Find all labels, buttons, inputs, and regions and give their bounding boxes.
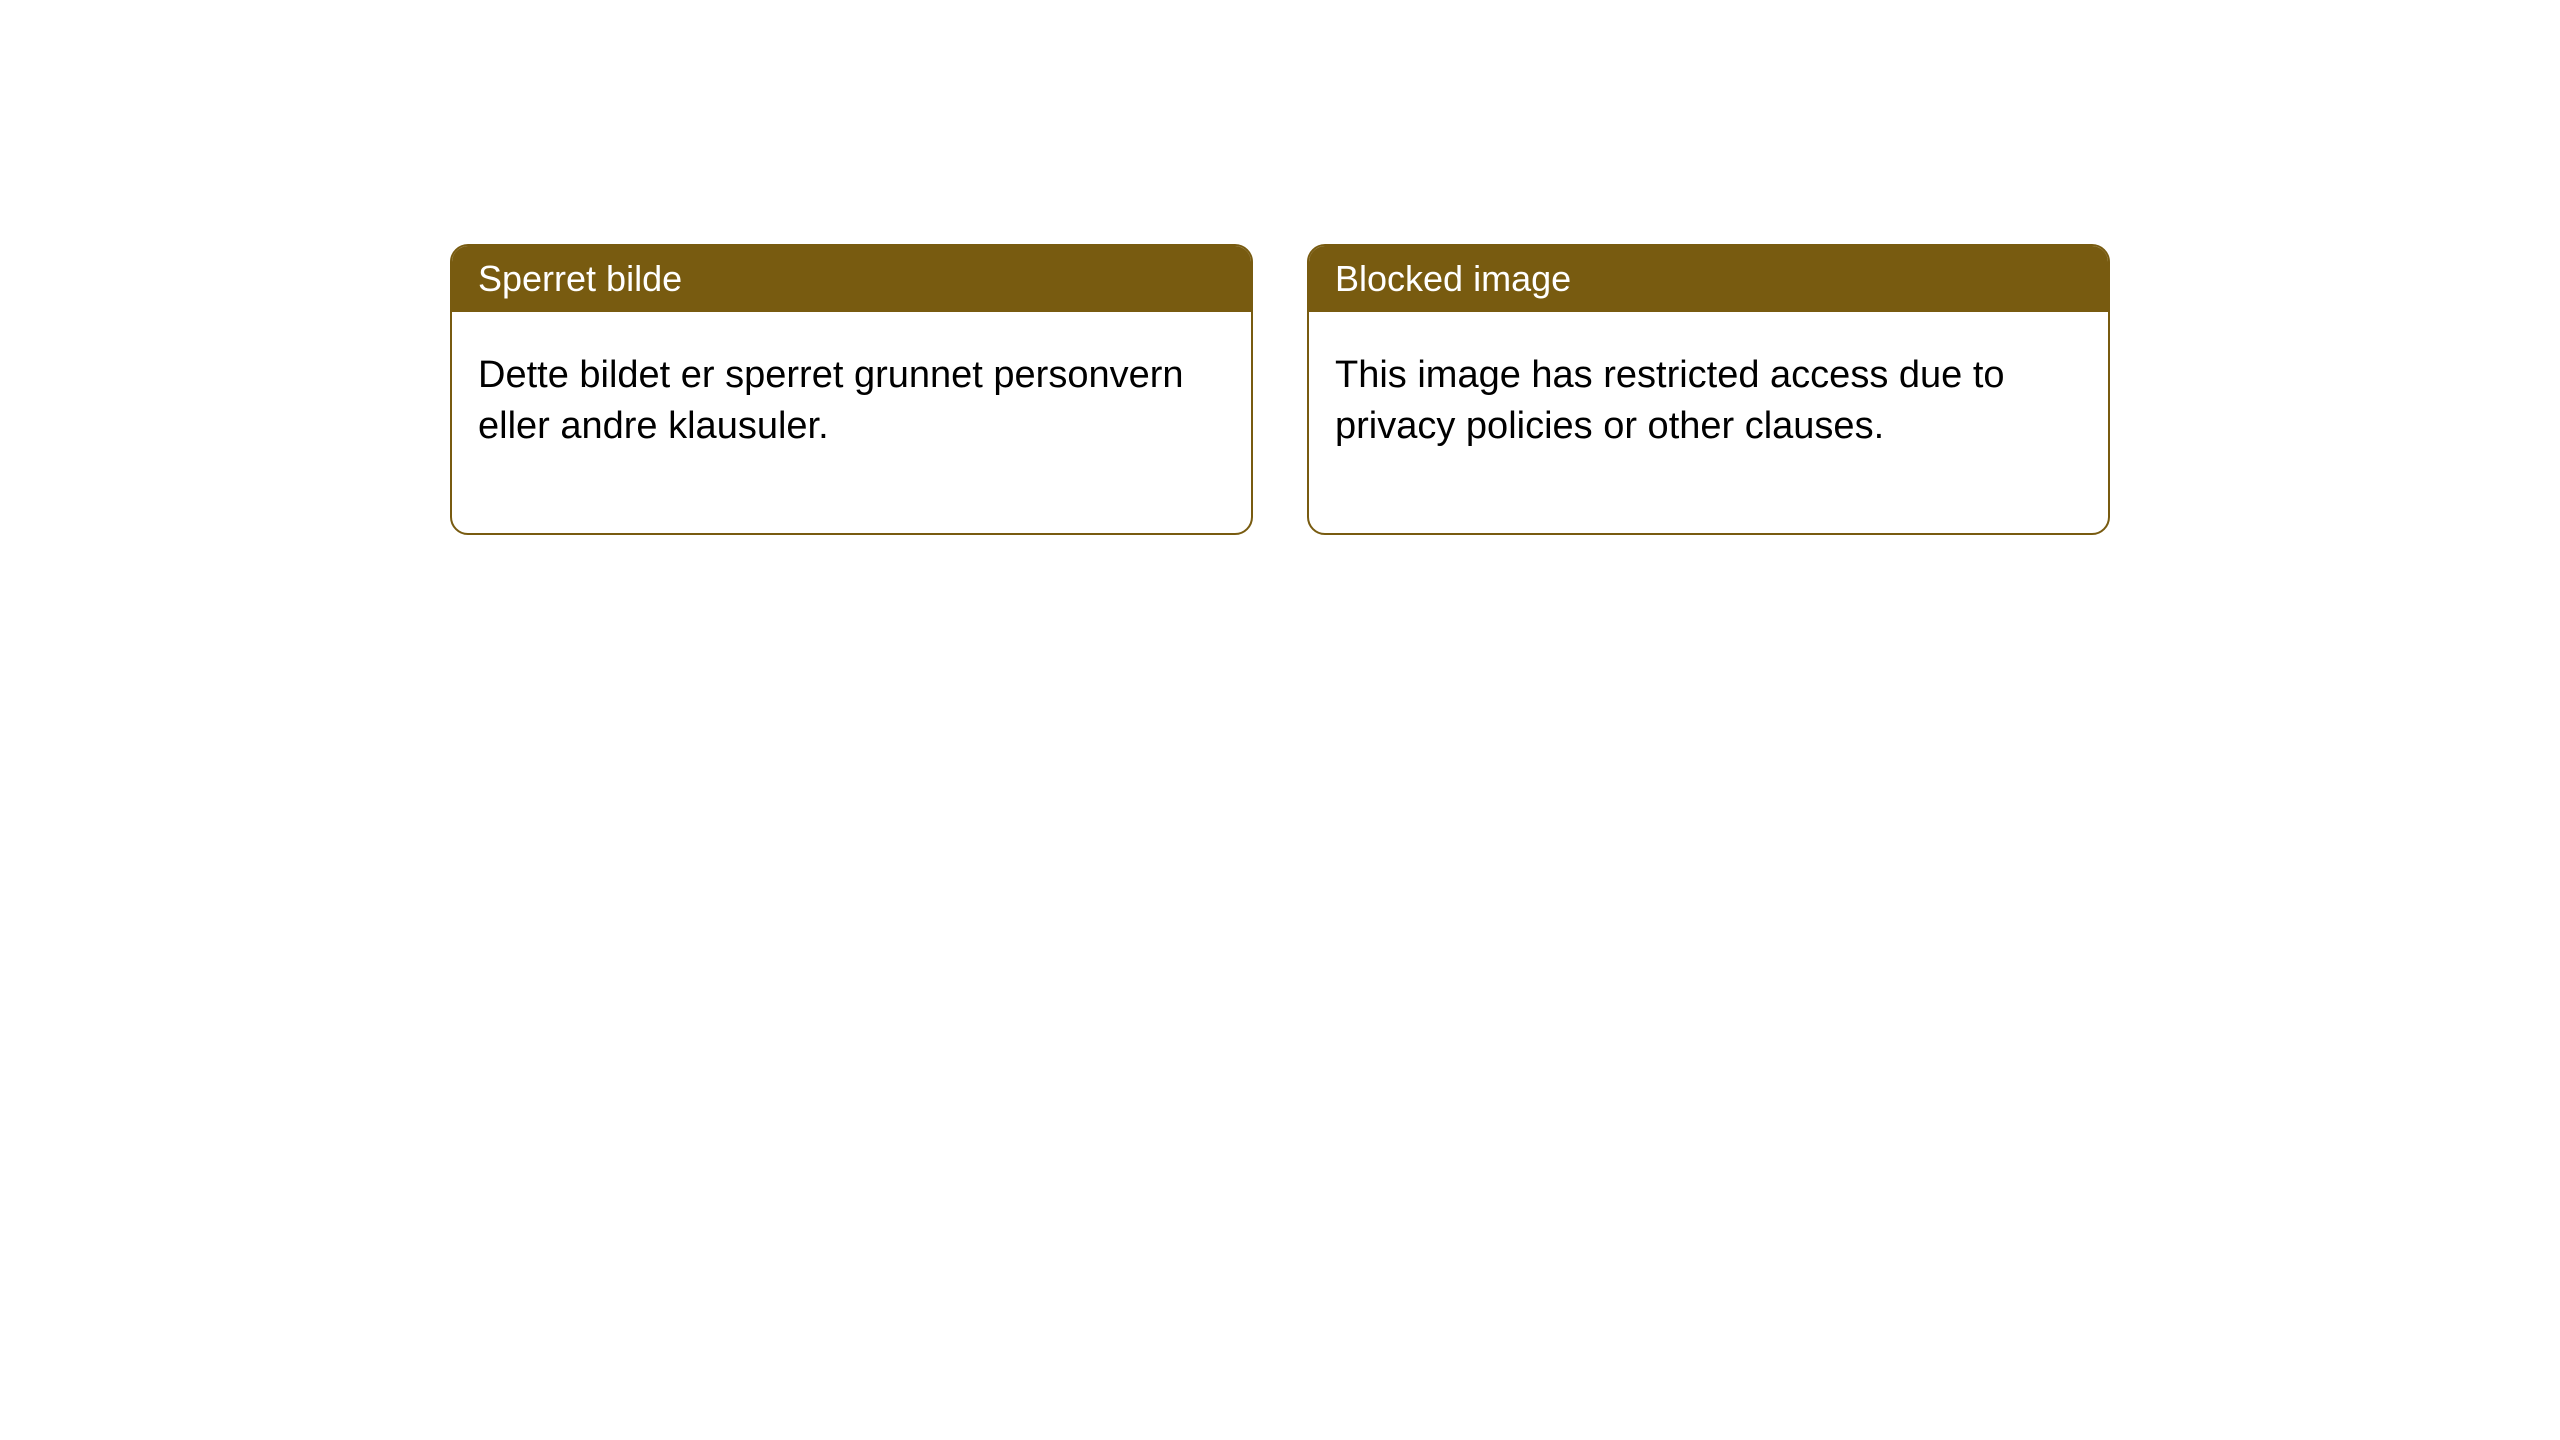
notice-body: Dette bildet er sperret grunnet personve… <box>452 312 1251 533</box>
notice-container: Sperret bilde Dette bildet er sperret gr… <box>0 0 2560 535</box>
notice-card-norwegian: Sperret bilde Dette bildet er sperret gr… <box>450 244 1253 535</box>
notice-title: Blocked image <box>1335 258 1571 299</box>
notice-message: Dette bildet er sperret grunnet personve… <box>478 354 1184 447</box>
notice-header: Blocked image <box>1309 246 2108 312</box>
notice-body: This image has restricted access due to … <box>1309 312 2108 533</box>
notice-card-english: Blocked image This image has restricted … <box>1307 244 2110 535</box>
notice-message: This image has restricted access due to … <box>1335 354 2005 447</box>
notice-title: Sperret bilde <box>478 258 682 299</box>
notice-header: Sperret bilde <box>452 246 1251 312</box>
